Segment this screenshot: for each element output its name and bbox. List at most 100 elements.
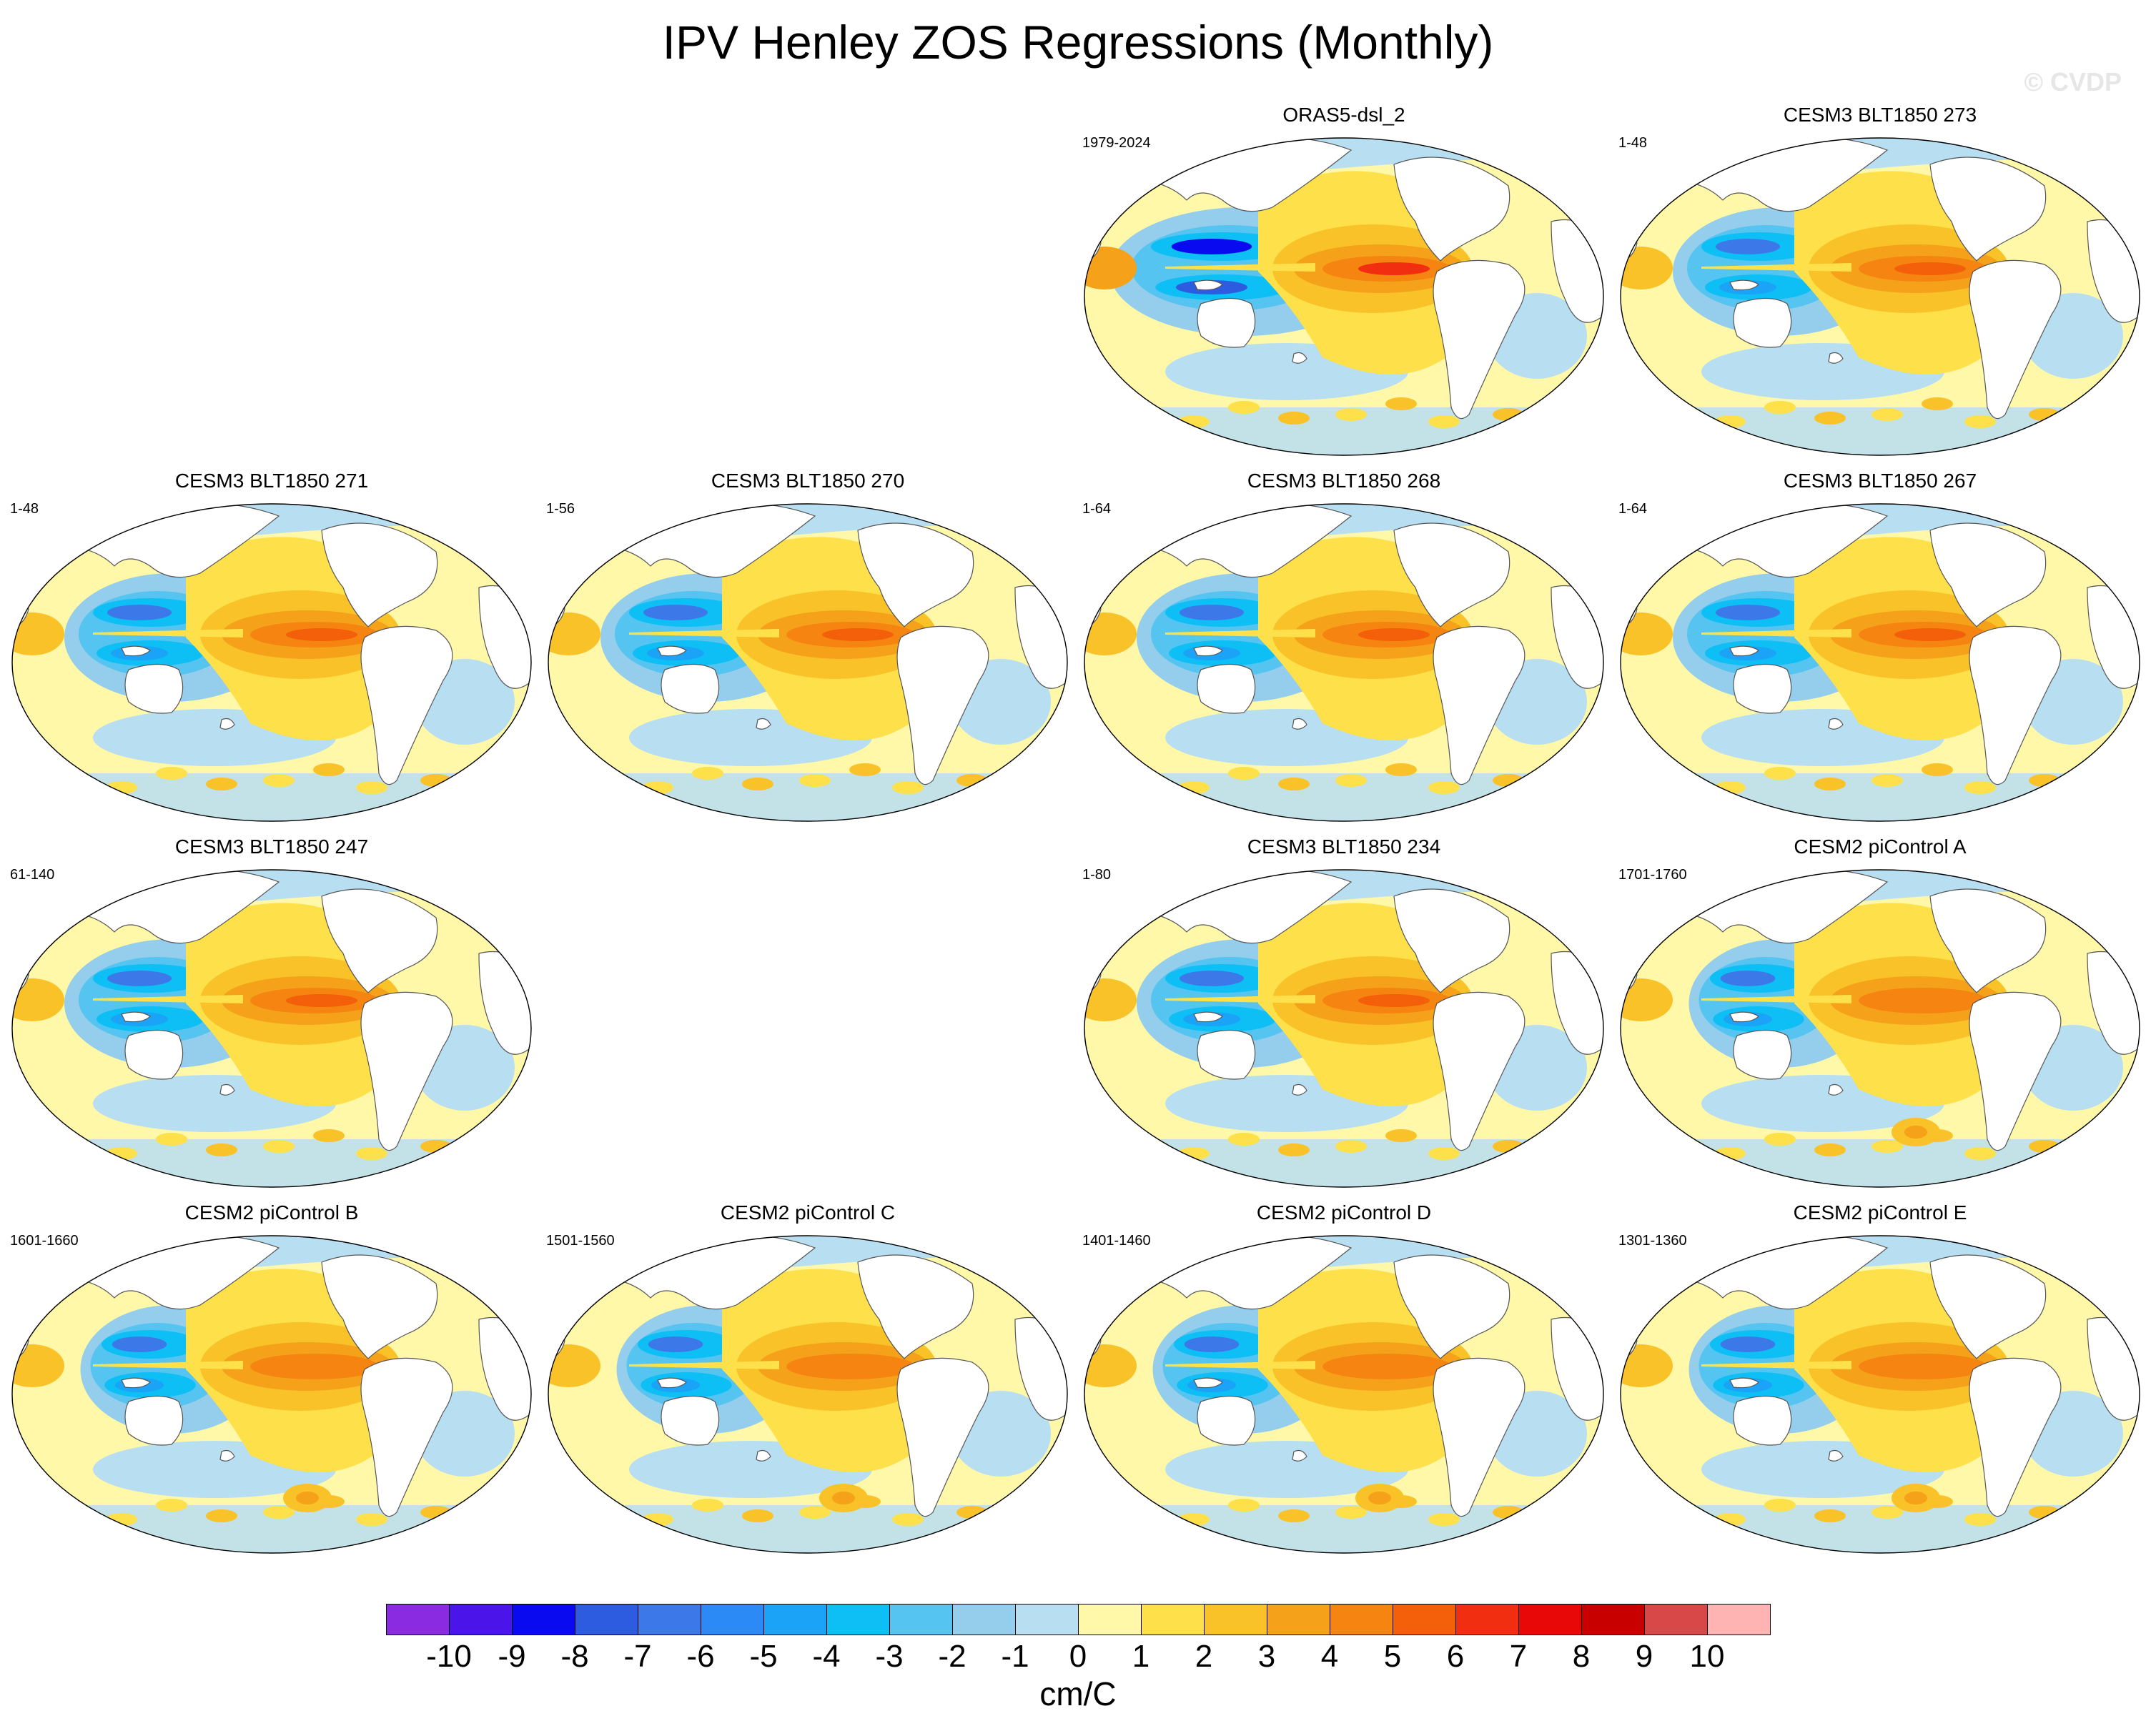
south-america [1433, 625, 1525, 785]
south-america [360, 625, 453, 785]
north-america [321, 1254, 438, 1359]
panel-years: 1-64 [1082, 501, 1112, 517]
north-america [1929, 157, 2047, 262]
southern-warm-blob [206, 778, 237, 790]
colorbar-tick-label: -7 [623, 1639, 652, 1674]
australia [1197, 663, 1256, 714]
southern-warm-blob [1428, 1513, 1460, 1526]
greenland [1500, 870, 1552, 903]
warm-tongue-inner [1859, 988, 1987, 1013]
southern-warm-blob [1814, 412, 1846, 425]
panel-years: 1-56 [546, 501, 575, 517]
colorbar-tick-label: -9 [498, 1639, 526, 1674]
panel-title: CESM2 piControl D [1256, 1201, 1432, 1224]
southern-warm-blob [263, 1140, 295, 1153]
southern-warm-blob [742, 1509, 773, 1522]
southern-warm-blob [892, 1513, 924, 1526]
south-america [360, 991, 453, 1151]
colorbar-swatch [449, 1604, 513, 1635]
maritime-continent [121, 645, 151, 657]
southern-warm-blob [799, 1506, 831, 1519]
panel-years: 1301-1360 [1618, 1233, 1687, 1249]
map-plot [11, 1235, 532, 1554]
south-america [896, 1357, 989, 1517]
equatorial-wedge [1701, 263, 1851, 272]
panel-title: CESM3 BLT1850 247 [174, 835, 369, 858]
australia [124, 1029, 184, 1080]
southern-warm-blob [692, 1499, 723, 1512]
panel-title: ORAS5-dsl_2 [1282, 104, 1405, 126]
panel-title: CESM3 BLT1850 234 [1247, 835, 1441, 858]
southern-warm-blob [1871, 774, 1903, 787]
north-america [1929, 888, 2047, 993]
south-america [1969, 991, 2062, 1151]
colorbar-swatch [1204, 1604, 1267, 1635]
colorbar-unit: cm/C [1039, 1675, 1117, 1712]
new-zealand [756, 1449, 771, 1462]
maritime-continent [657, 1377, 687, 1389]
colorbar-tick-label: 7 [1509, 1639, 1528, 1674]
south-america [1969, 1357, 2062, 1517]
colorbar-swatch [1518, 1604, 1582, 1635]
map-outline [1084, 1235, 1604, 1554]
southern-warm-blob [1764, 1499, 1796, 1512]
new-zealand [1828, 352, 1844, 364]
australia [124, 1395, 184, 1446]
map-panel: CESM3 BLT1850 247 61-140 [7, 832, 536, 1193]
equatorial-wedge [1701, 995, 1851, 1003]
panel-years: 1701-1760 [1618, 867, 1687, 883]
map-plot [1084, 1235, 1604, 1554]
colorbar-swatch [1644, 1604, 1708, 1635]
southern-warm-blob [206, 1144, 237, 1156]
southern-warm-blob [1764, 767, 1796, 780]
australia [661, 1395, 720, 1446]
greenland [1500, 1236, 1552, 1269]
colorbar-tick-label: 4 [1320, 1639, 1339, 1674]
greenland [428, 1236, 480, 1269]
north-america [857, 522, 974, 628]
colorbar-tick-label: -8 [560, 1639, 589, 1674]
southern-warm-blob [206, 1509, 237, 1522]
west-pacific-cold-core-north [643, 605, 708, 620]
maritime-continent [1193, 645, 1223, 657]
south-america [1969, 625, 2062, 785]
southern-warm-blob [1278, 1509, 1310, 1522]
colorbar-swatch [1078, 1604, 1142, 1635]
australia [124, 663, 184, 714]
australia [1197, 297, 1256, 348]
southern-warm-blob [1385, 763, 1417, 776]
colorbar-tick-label: 8 [1572, 1639, 1591, 1674]
west-pacific-cold-core-north [1716, 605, 1780, 620]
southern-warm-blob [799, 774, 831, 787]
southern-warm-blob [156, 1133, 187, 1146]
figure-title: IPV Henley ZOS Regressions (Monthly) [662, 16, 1494, 69]
equatorial-wedge [1165, 263, 1315, 272]
warm-tongue-core [1358, 262, 1430, 275]
colorbar-swatch [575, 1604, 638, 1635]
southern-warm-blob [1428, 1147, 1460, 1160]
south-pacific-warm-core [1368, 1492, 1391, 1504]
equatorial-wedge [1701, 629, 1851, 638]
australia [1733, 1029, 1792, 1080]
southern-warm-blob [156, 767, 187, 780]
southern-warm-blob [356, 1513, 387, 1526]
equatorial-wedge [629, 1361, 779, 1369]
greenland [1500, 504, 1552, 537]
south-pacific-warm-core [296, 1492, 319, 1504]
maritime-continent [1729, 645, 1759, 657]
map-outline [11, 503, 532, 822]
colorbar-tick-label: -2 [938, 1639, 966, 1674]
colorbar-swatch [1455, 1604, 1519, 1635]
map-outline [1084, 503, 1604, 822]
warm-tongue-inner [1859, 1354, 1987, 1379]
map-plot [11, 869, 532, 1188]
new-zealand [1292, 1083, 1307, 1096]
warm-tongue-core [286, 628, 357, 641]
panel-years: 1979-2024 [1082, 135, 1151, 151]
panel-title: CESM3 BLT1850 270 [711, 470, 905, 492]
colorbar-swatch [512, 1604, 575, 1635]
south-america [1433, 259, 1525, 420]
australia [1197, 1029, 1256, 1080]
colorbar-tick-label: 0 [1069, 1639, 1087, 1674]
new-zealand [219, 718, 235, 730]
